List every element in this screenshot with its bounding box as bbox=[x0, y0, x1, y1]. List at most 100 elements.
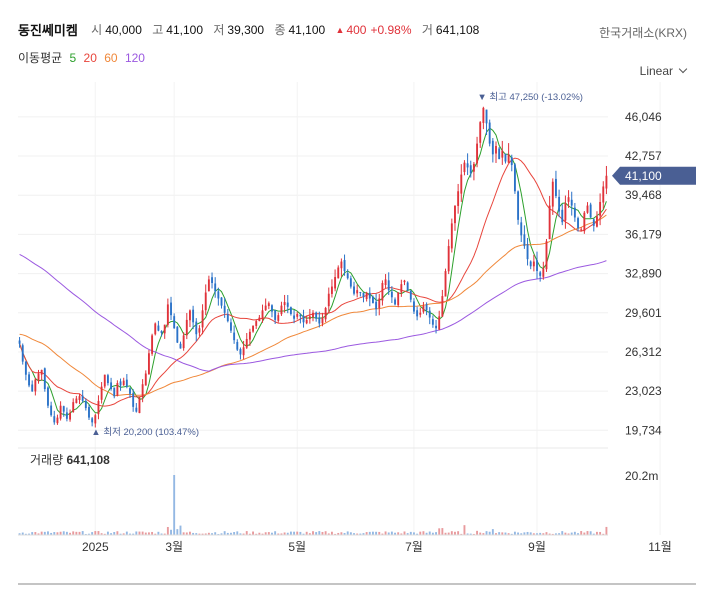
candle-body bbox=[122, 380, 125, 386]
quote-header: 동진쎄미켐 시 40,000 고 41,100 저 39,300 종 41,100 ▲ 4… bbox=[18, 20, 486, 40]
volume-bar bbox=[394, 532, 396, 535]
volume-bar bbox=[129, 533, 131, 535]
volume-bar bbox=[97, 531, 100, 535]
candle-body bbox=[403, 280, 406, 283]
candle-body bbox=[554, 178, 557, 197]
scale-selector[interactable]: Linear bbox=[640, 64, 688, 78]
volume-bar bbox=[476, 530, 479, 535]
candle-body bbox=[482, 107, 485, 123]
candle-body bbox=[163, 324, 166, 334]
volume-bar bbox=[106, 531, 109, 535]
volume-bar bbox=[532, 533, 535, 535]
volume-bar bbox=[173, 475, 176, 535]
candle-body bbox=[447, 246, 450, 272]
volume-bar bbox=[280, 533, 283, 535]
volume-bar bbox=[271, 532, 273, 535]
volume-bar bbox=[523, 532, 526, 535]
candle-body bbox=[416, 310, 419, 317]
volume-bar bbox=[330, 531, 333, 535]
volume-bar bbox=[34, 532, 37, 535]
candle-body bbox=[315, 312, 318, 319]
candle-body bbox=[88, 407, 90, 418]
y-tick-label: 29,601 bbox=[625, 306, 662, 320]
candle-body bbox=[485, 109, 488, 124]
volume-bar bbox=[248, 533, 251, 535]
volume-bar bbox=[529, 532, 532, 535]
x-tick-label: 5월 bbox=[288, 540, 306, 554]
candle-body bbox=[438, 316, 441, 330]
candle-body bbox=[40, 369, 43, 375]
candle-body bbox=[384, 279, 387, 285]
volume-bar bbox=[267, 532, 270, 535]
volume-bar bbox=[586, 531, 589, 535]
volume-bar bbox=[315, 532, 318, 535]
volume-bar bbox=[346, 531, 349, 535]
volume-bar bbox=[510, 533, 513, 535]
candle-body bbox=[151, 335, 154, 354]
candle-body bbox=[135, 407, 138, 412]
candle-body bbox=[340, 261, 343, 269]
volume-bar bbox=[454, 531, 456, 535]
volume-bar bbox=[495, 533, 497, 535]
volume-bar bbox=[444, 532, 447, 535]
volume-bar bbox=[252, 531, 254, 535]
volume-bar bbox=[166, 526, 169, 535]
candle-body bbox=[277, 315, 280, 321]
candle-body bbox=[362, 292, 365, 298]
moving-average-legend: 이동평균 5 20 60 120 bbox=[18, 49, 149, 66]
volume-bar bbox=[40, 531, 43, 535]
ma-5-line bbox=[19, 127, 607, 416]
volume-bar bbox=[460, 533, 463, 535]
volume-bar bbox=[113, 532, 116, 535]
candle-body bbox=[223, 305, 226, 313]
volume-bar bbox=[513, 531, 516, 535]
volume-bar bbox=[277, 533, 280, 535]
volume-bar bbox=[18, 533, 21, 535]
candle-body bbox=[185, 319, 188, 336]
volume-bar bbox=[318, 531, 321, 535]
price-axis: 46,046 42,757 39,468 36,179 32,890 29,601 26,3… bbox=[625, 110, 662, 437]
candle-body bbox=[242, 347, 245, 356]
ma-20: 20 bbox=[83, 51, 97, 65]
volume-bar bbox=[548, 533, 551, 535]
candle-body bbox=[182, 335, 185, 349]
candle-body bbox=[526, 244, 529, 260]
candle-body bbox=[198, 328, 201, 333]
candle-body bbox=[141, 384, 144, 398]
volume-bar bbox=[141, 531, 144, 535]
volume-bar bbox=[321, 531, 324, 535]
candle-body bbox=[444, 271, 447, 297]
volume-bar bbox=[542, 533, 545, 535]
last-price-badge bbox=[612, 166, 696, 185]
candle-body bbox=[378, 298, 381, 309]
volume-bar bbox=[457, 531, 460, 535]
volume-bar bbox=[545, 532, 548, 535]
candle-body bbox=[577, 218, 579, 229]
volume-bar bbox=[488, 531, 491, 535]
candle-body bbox=[330, 286, 333, 294]
volume-bar bbox=[353, 533, 355, 535]
candle-body bbox=[129, 388, 131, 394]
candle-body bbox=[280, 305, 283, 315]
volume-bar bbox=[343, 532, 346, 535]
volume-bar bbox=[312, 531, 314, 535]
candle-body bbox=[586, 205, 589, 213]
x-tick-label: 7월 bbox=[405, 540, 423, 554]
volume-bar bbox=[264, 532, 267, 535]
volume-bar bbox=[564, 532, 567, 535]
candle-body bbox=[368, 292, 371, 299]
candle-body bbox=[365, 292, 368, 300]
volume-bar bbox=[349, 532, 352, 535]
candle-body bbox=[356, 290, 359, 294]
candle-body bbox=[529, 261, 532, 267]
candlesticks bbox=[18, 106, 608, 428]
change-up-icon: ▲ bbox=[335, 24, 345, 35]
volume-bar bbox=[37, 533, 40, 535]
candle-body bbox=[498, 148, 501, 160]
candle-body bbox=[166, 304, 169, 325]
volume-bar bbox=[384, 531, 387, 535]
volume-bar bbox=[504, 532, 507, 535]
candle-body bbox=[431, 319, 434, 325]
candle-body bbox=[192, 309, 195, 323]
